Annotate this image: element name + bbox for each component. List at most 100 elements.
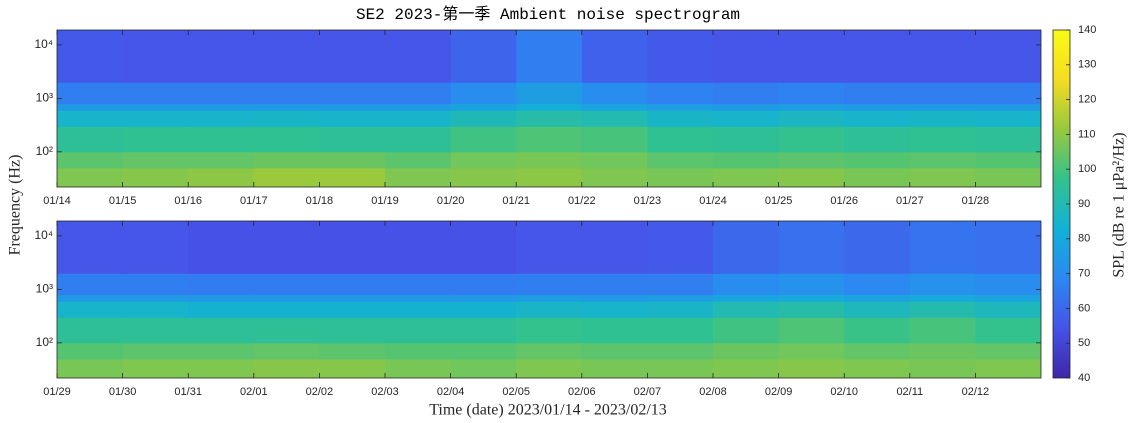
- cell: [122, 30, 189, 83]
- colorbar-tick-label: 110: [1078, 128, 1096, 140]
- cell: [188, 151, 255, 169]
- cell: [188, 294, 255, 302]
- cell: [975, 110, 1041, 127]
- y-tick-label: 10⁴: [34, 37, 53, 51]
- cell: [385, 342, 452, 360]
- cell: [975, 30, 1041, 83]
- cell: [122, 342, 189, 360]
- axes-frame: [56, 220, 1042, 379]
- cell: [909, 151, 976, 169]
- x-tick-label: 02/06: [568, 386, 596, 398]
- cell: [909, 221, 976, 274]
- cell: [581, 103, 648, 111]
- cell: [713, 167, 780, 187]
- colorbar-tick-label: 130: [1078, 59, 1096, 71]
- x-tick-label: 01/14: [43, 195, 71, 207]
- cell: [57, 30, 124, 83]
- cell: [778, 294, 845, 302]
- cell: [450, 30, 517, 83]
- y-tick-label: 10²: [36, 144, 53, 158]
- cell: [909, 30, 976, 83]
- cell: [713, 110, 780, 127]
- cell: [57, 301, 124, 318]
- cell: [713, 126, 780, 153]
- cell: [319, 294, 386, 302]
- x-tick-label: 01/30: [109, 386, 137, 398]
- cell: [778, 317, 845, 344]
- cell: [385, 273, 452, 296]
- cell: [188, 301, 255, 318]
- cell: [516, 294, 583, 302]
- x-tick-label: 01/16: [174, 195, 202, 207]
- cell: [516, 167, 583, 187]
- cell: [581, 294, 648, 302]
- cell: [122, 273, 189, 296]
- cell: [319, 110, 386, 127]
- cell: [713, 82, 780, 105]
- x-tick-label: 02/08: [699, 386, 727, 398]
- cell: [253, 301, 320, 318]
- cell: [647, 82, 714, 105]
- cell: [450, 358, 517, 378]
- cell: [713, 151, 780, 169]
- cell: [57, 126, 124, 153]
- x-tick-label: 01/20: [437, 195, 465, 207]
- x-tick-label: 02/09: [765, 386, 793, 398]
- cell: [713, 30, 780, 83]
- colorbar-tick-label: 100: [1078, 163, 1096, 175]
- cell: [253, 110, 320, 127]
- cell: [778, 103, 845, 111]
- colorbar-tick-label: 70: [1078, 268, 1090, 280]
- heatmap: [57, 30, 1041, 187]
- x-tick-label: 01/22: [568, 195, 596, 207]
- x-tick-label: 01/23: [634, 195, 662, 207]
- cell: [581, 342, 648, 360]
- cell: [385, 30, 452, 83]
- cell: [778, 82, 845, 105]
- colorbar-tick-label: 140: [1078, 24, 1096, 36]
- cell: [122, 103, 189, 111]
- cell: [188, 82, 255, 105]
- cell: [57, 294, 124, 302]
- cell: [909, 358, 976, 378]
- cell: [713, 358, 780, 378]
- cell: [385, 151, 452, 169]
- cell: [844, 294, 911, 302]
- cell: [713, 342, 780, 360]
- cell: [253, 221, 320, 274]
- cell: [844, 167, 911, 187]
- cell: [385, 103, 452, 111]
- cell: [385, 126, 452, 153]
- cell: [385, 301, 452, 318]
- cell: [188, 317, 255, 344]
- cell: [909, 167, 976, 187]
- cell: [122, 167, 189, 187]
- cell: [122, 151, 189, 169]
- x-tick-label: 01/27: [896, 195, 924, 207]
- colorbar-tick-label: 120: [1078, 94, 1096, 106]
- colorbar-tick-label: 90: [1078, 198, 1090, 210]
- cell: [647, 126, 714, 153]
- cell: [647, 273, 714, 296]
- cell: [385, 221, 452, 274]
- cell: [581, 301, 648, 318]
- cell: [516, 151, 583, 169]
- cell: [647, 342, 714, 360]
- cell: [975, 317, 1041, 344]
- x-tick-label: 01/25: [765, 195, 793, 207]
- cell: [647, 30, 714, 83]
- cell: [909, 103, 976, 111]
- x-tick-label: 01/18: [306, 195, 334, 207]
- cell: [57, 358, 124, 378]
- cell: [253, 30, 320, 83]
- cell: [319, 30, 386, 83]
- cell: [844, 126, 911, 153]
- cell: [581, 221, 648, 274]
- cell: [581, 317, 648, 344]
- cell: [385, 82, 452, 105]
- cell: [581, 167, 648, 187]
- cell: [450, 342, 517, 360]
- cell: [319, 167, 386, 187]
- cell: [319, 82, 386, 105]
